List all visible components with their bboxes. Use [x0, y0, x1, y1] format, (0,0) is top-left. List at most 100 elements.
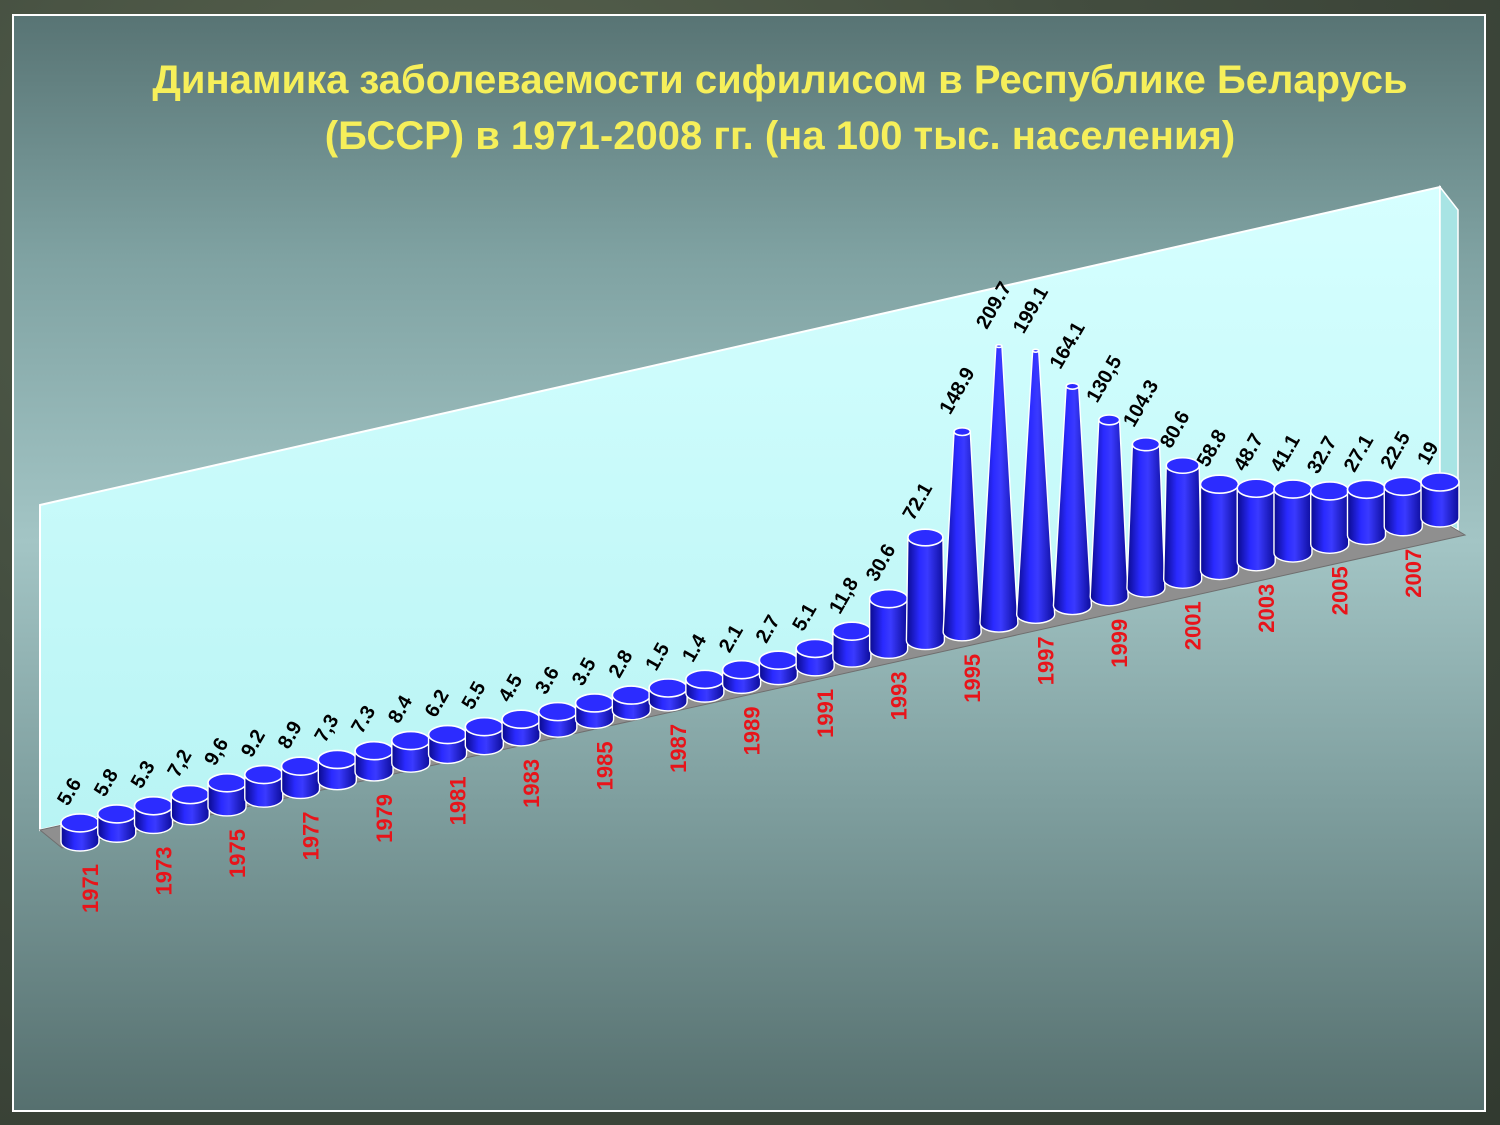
- bar-body: [1162, 464, 1203, 589]
- bar-top: [391, 730, 431, 751]
- bar-top: [953, 427, 972, 437]
- year-tick-label: 1975: [225, 829, 250, 878]
- bar-1998: [1052, 382, 1093, 616]
- bar-top: [427, 724, 468, 745]
- bar-top: [758, 650, 799, 671]
- bar-body: [1199, 483, 1240, 581]
- year-tick-label: 1987: [666, 724, 691, 773]
- bar-top: [795, 638, 835, 659]
- year-labels-layer: 1971 1973 1975 1977 1979 1981 1983 1985 1987 1989…: [78, 549, 1426, 913]
- year-tick-label: 2005: [1328, 566, 1353, 615]
- bar-body: [1089, 419, 1129, 607]
- bar-2004: [1273, 479, 1313, 563]
- bar-top: [1199, 474, 1240, 495]
- bar-2008: [1420, 472, 1460, 528]
- bar-top: [1383, 476, 1424, 497]
- year-tick-label: 2003: [1254, 584, 1279, 633]
- bar-1988: [685, 669, 725, 703]
- year-tick-label: 1999: [1107, 619, 1132, 668]
- bar-top: [832, 621, 872, 641]
- bar-top: [1273, 479, 1313, 499]
- bar-2007: [1383, 476, 1424, 537]
- bar-1991: [795, 638, 835, 677]
- bar-1989: [721, 659, 762, 695]
- bar-top: [611, 685, 652, 705]
- bar-1984: [538, 701, 578, 738]
- year-tick-label: 1973: [152, 846, 177, 895]
- bar-top: [685, 669, 725, 690]
- bar-top: [907, 528, 944, 547]
- bar-1990: [758, 650, 799, 686]
- year-tick-label: 1997: [1034, 636, 1059, 685]
- bar-body: [1346, 488, 1387, 546]
- bar-1994: [905, 528, 946, 651]
- bar-1983: [501, 709, 541, 747]
- bar-top: [868, 588, 909, 609]
- bar-2002: [1199, 474, 1240, 581]
- bar-body: [1015, 350, 1056, 624]
- bar-1980: [391, 730, 431, 773]
- bar-1982: [464, 716, 505, 756]
- bar-top: [538, 701, 578, 722]
- bar-2003: [1236, 478, 1277, 572]
- bar-1992: [832, 621, 872, 668]
- bar-top: [60, 813, 100, 833]
- bar-body: [1383, 485, 1423, 537]
- bar-2000: [1126, 437, 1166, 598]
- bar-1986: [611, 685, 652, 721]
- bar-top: [464, 716, 505, 737]
- chart-side-wall: [1439, 184, 1459, 532]
- bar-top: [170, 784, 211, 805]
- year-tick-label: 2007: [1401, 549, 1426, 598]
- bar-1999: [1089, 414, 1129, 607]
- bar-1974: [170, 784, 211, 826]
- bar-body: [832, 630, 872, 668]
- bar-top: [133, 795, 174, 816]
- bar-top: [1420, 472, 1460, 492]
- bar-top: [207, 773, 247, 793]
- bar-body: [905, 536, 946, 651]
- year-tick-label: 1985: [593, 741, 618, 790]
- bar-2001: [1162, 456, 1203, 589]
- bar-1996: [979, 343, 1019, 633]
- bar-top: [1065, 382, 1080, 390]
- bar-top: [1346, 479, 1387, 500]
- bar-1985: [574, 693, 615, 730]
- bar-1987: [648, 678, 688, 712]
- bar-body: [979, 345, 1019, 633]
- bar-body: [942, 430, 982, 642]
- bar-top: [721, 659, 762, 680]
- bar-1997: [1015, 348, 1056, 624]
- bar-top: [354, 740, 394, 761]
- bar-body: [1126, 443, 1166, 598]
- bar-2005: [1309, 481, 1350, 554]
- bar-1973: [133, 795, 174, 835]
- bar-top: [243, 764, 284, 785]
- year-tick-label: 2001: [1181, 601, 1206, 650]
- bar-body: [1310, 490, 1350, 554]
- year-tick-label: 1971: [78, 864, 103, 913]
- bar-1993: [868, 588, 909, 660]
- bar-top: [648, 678, 688, 698]
- year-tick-label: 1979: [372, 794, 397, 843]
- bar-1978: [317, 749, 358, 791]
- year-tick-label: 1977: [299, 811, 324, 860]
- year-tick-label: 1993: [887, 671, 912, 720]
- bar-top: [1165, 456, 1200, 475]
- bar-body: [1273, 488, 1313, 563]
- bar-1995: [942, 427, 982, 642]
- bar-top: [96, 804, 137, 824]
- bar-top: [574, 693, 615, 713]
- bar-1977: [280, 756, 321, 800]
- year-tick-label: 1991: [813, 689, 838, 738]
- bar-top: [1236, 478, 1277, 499]
- bar-body: [868, 597, 909, 660]
- bar-top: [1131, 437, 1161, 452]
- bar-body: [1052, 385, 1093, 616]
- year-tick-label: 1983: [519, 759, 544, 808]
- bars-layer: [60, 343, 1460, 852]
- bar-1971: [60, 813, 100, 852]
- year-tick-label: 1989: [740, 706, 765, 755]
- year-tick-label: 1995: [960, 654, 985, 703]
- bar-2006: [1346, 479, 1387, 546]
